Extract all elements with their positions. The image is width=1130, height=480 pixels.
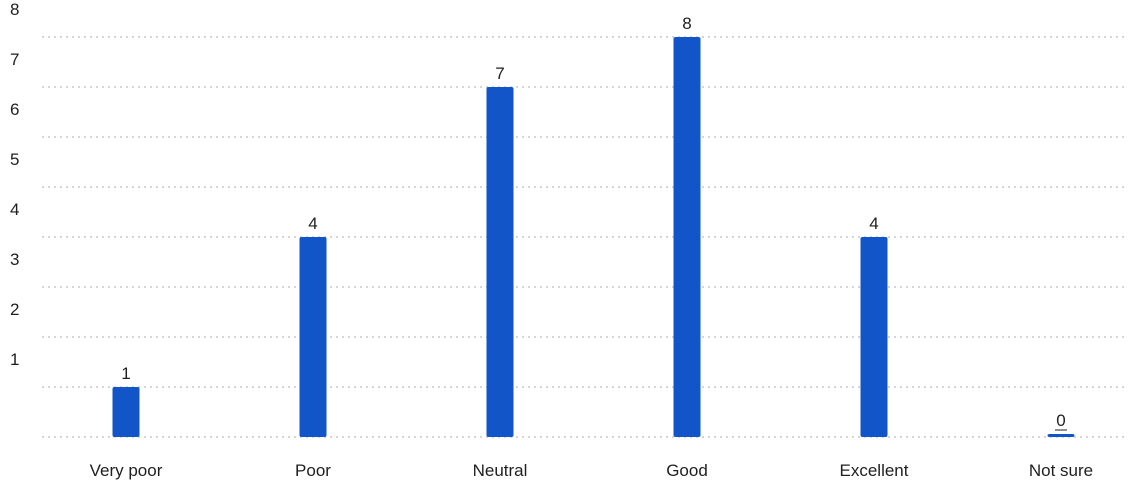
category-label-not-sure: Not sure bbox=[1029, 461, 1093, 480]
category-label-excellent: Excellent bbox=[840, 461, 909, 480]
gridlines bbox=[42, 36, 1128, 438]
value-label-good: 8 bbox=[682, 14, 691, 33]
y-tick-label-5: 5 bbox=[10, 150, 19, 169]
value-label-neutral: 7 bbox=[495, 64, 504, 83]
y-tick-label-6: 6 bbox=[10, 100, 19, 119]
bar-excellent bbox=[860, 237, 888, 437]
value-labels: 1 4 7 8 4 0 bbox=[121, 14, 1067, 431]
value-label-poor: 4 bbox=[308, 214, 317, 233]
y-tick-label-7: 7 bbox=[10, 50, 19, 69]
bar-poor bbox=[299, 237, 327, 437]
category-label-poor: Poor bbox=[295, 461, 331, 480]
value-label-excellent: 4 bbox=[869, 214, 878, 233]
y-axis-ticks: 1 2 3 4 5 6 7 8 bbox=[10, 0, 19, 369]
bars bbox=[112, 37, 1075, 437]
category-label-good: Good bbox=[666, 461, 708, 480]
category-labels: Very poor Poor Neutral Good Excellent Not sur… bbox=[90, 461, 1094, 480]
y-tick-label-4: 4 bbox=[10, 200, 19, 219]
value-label-not-sure: 0 bbox=[1056, 411, 1065, 430]
bar-not-sure bbox=[1047, 434, 1075, 437]
y-tick-label-2: 2 bbox=[10, 300, 19, 319]
value-label-very-poor: 1 bbox=[121, 364, 130, 383]
y-tick-label-8: 8 bbox=[10, 0, 19, 19]
bar-good bbox=[673, 37, 701, 437]
category-label-neutral: Neutral bbox=[473, 461, 528, 480]
y-tick-label-1: 1 bbox=[10, 350, 19, 369]
y-tick-label-3: 3 bbox=[10, 250, 19, 269]
bar-very-poor bbox=[112, 387, 140, 437]
bar-neutral bbox=[486, 87, 514, 437]
category-label-very-poor: Very poor bbox=[90, 461, 163, 480]
